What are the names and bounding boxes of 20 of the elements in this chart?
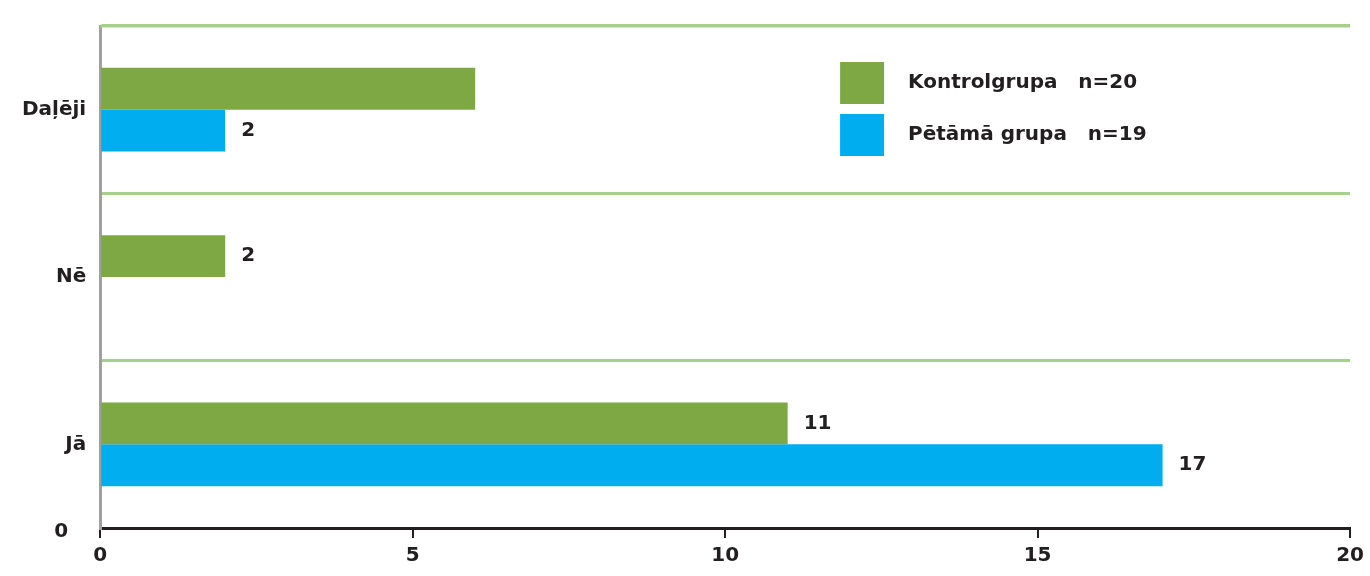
bar bbox=[101, 235, 226, 277]
data-label: 2 bbox=[241, 242, 256, 267]
x-tick-label: 15 bbox=[1023, 542, 1052, 567]
legend-label: Pētāmā grupa n=19 bbox=[908, 121, 1147, 146]
y-tick-label: Daļēji bbox=[21, 95, 87, 120]
data-label: 11 bbox=[803, 409, 832, 434]
bar bbox=[101, 402, 788, 445]
bar bbox=[101, 67, 476, 110]
y-tick-label: Nē bbox=[55, 263, 87, 288]
legend-label: Kontrolgrupa n=20 bbox=[908, 69, 1138, 94]
bar bbox=[101, 109, 226, 152]
x-tick-label: 0 bbox=[93, 542, 108, 567]
x-tick-label: 10 bbox=[711, 542, 740, 567]
bar bbox=[101, 444, 1163, 487]
text: 0 bbox=[54, 518, 69, 543]
x-tick-label: 20 bbox=[1336, 542, 1365, 567]
data-label: 2 bbox=[241, 116, 256, 141]
y-tick-label: Jā bbox=[63, 430, 87, 455]
x-tick-label: 5 bbox=[405, 542, 420, 567]
data-label: 17 bbox=[1178, 451, 1207, 476]
